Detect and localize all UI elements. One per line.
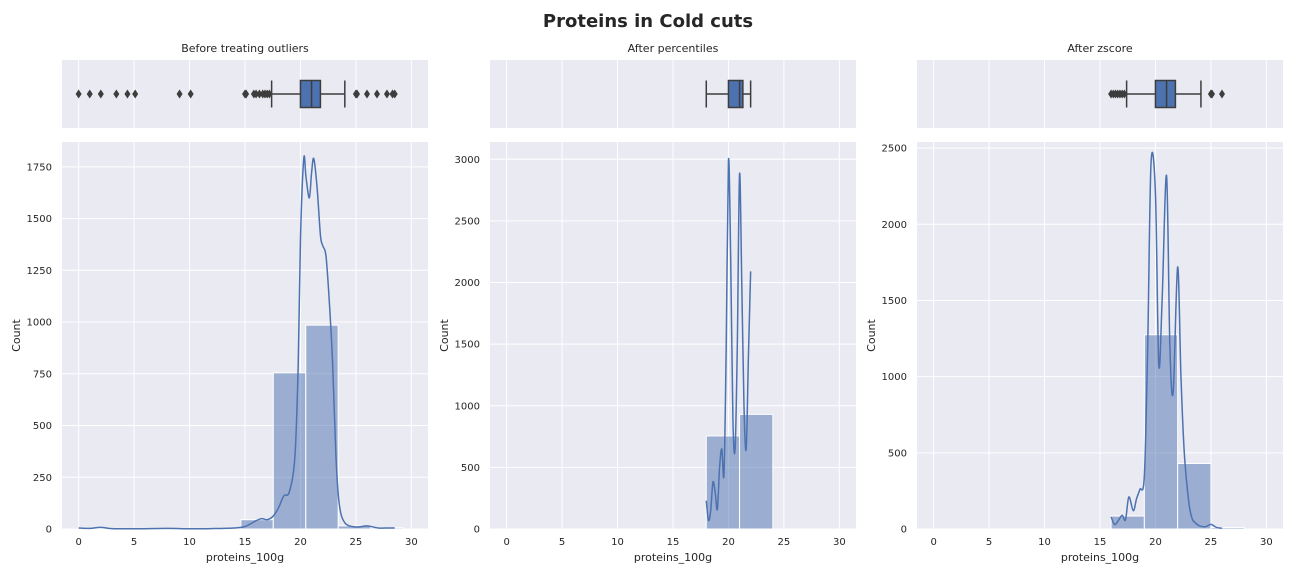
box-outlier (176, 89, 183, 99)
box-iqr (1154, 79, 1177, 109)
box-iqr (727, 79, 744, 109)
x-tick-label: 25 (1205, 537, 1218, 548)
y-tick-label: 1500 (27, 214, 52, 225)
x-tick-label: 15 (1094, 537, 1107, 548)
y-tick-label: 1500 (882, 296, 907, 307)
x-tick-label: 0 (503, 537, 509, 548)
x-tick-label: 30 (405, 537, 418, 548)
x-tick-label: 0 (930, 537, 936, 548)
chart-panel-1: Before treating outliers 0 5 10 15 20 25 30 0 250… (10, 42, 428, 564)
box-outlier (86, 89, 93, 99)
box-outlier (266, 89, 273, 99)
box-outlier (243, 89, 250, 99)
x-tick-label: 10 (1038, 537, 1051, 548)
y-tick-label: 3000 (455, 155, 480, 166)
x-tick-label: 20 (294, 537, 307, 548)
x-tick-label: 5 (986, 537, 992, 548)
subplot-title: After zscore (1067, 42, 1132, 55)
histogram-bar (1177, 462, 1212, 530)
kde-curve (78, 155, 395, 530)
x-tick-label: 15 (239, 537, 252, 548)
box-outlier (132, 89, 139, 99)
box-outlier (1121, 89, 1128, 99)
y-tick-label: 2000 (882, 220, 907, 231)
box-outlier (373, 89, 380, 99)
box-outlier (97, 89, 104, 99)
histogram-bar (1210, 526, 1245, 530)
x-tick-label: 5 (559, 537, 565, 548)
histogram-bar (305, 324, 339, 530)
y-tick-label: 250 (33, 473, 52, 484)
x-tick-label: 10 (183, 537, 196, 548)
chart-panel-2: After percentiles 0 5 10 15 20 25 30 0 500 1000 150… (438, 42, 856, 564)
box-outlier (364, 89, 370, 99)
subplot-title: Before treating outliers (181, 42, 309, 55)
box-outlier (256, 89, 263, 99)
x-axis-label: proteins_100g (634, 551, 712, 564)
figure-title: Proteins in Cold cuts (543, 11, 753, 32)
y-tick-label: 1000 (27, 318, 52, 329)
x-tick-label: 15 (667, 537, 680, 548)
box-iqr (299, 79, 322, 109)
y-tick-label: 1000 (882, 372, 907, 383)
box-outlier (391, 89, 398, 99)
x-axis-label: proteins_100g (1061, 551, 1139, 564)
y-tick-label: 0 (474, 525, 480, 536)
y-tick-label: 1250 (27, 266, 52, 277)
y-tick-label: 500 (461, 463, 480, 474)
box-outlier (354, 89, 361, 99)
histogram-bar (1143, 334, 1179, 530)
y-tick-label: 2000 (455, 278, 480, 289)
y-tick-label: 1750 (27, 162, 52, 173)
chart-panel-3: After zscore 0 5 10 15 20 25 30 0 500 1000 1500 2000… (865, 42, 1283, 564)
y-tick-label: 500 (33, 421, 52, 432)
x-tick-label: 25 (350, 537, 363, 548)
x-tick-label: 30 (833, 537, 846, 548)
histogram-bar (272, 372, 307, 530)
box-outlier (383, 89, 390, 99)
x-tick-label: 20 (722, 537, 735, 548)
x-tick-label: 5 (131, 537, 137, 548)
x-tick-label: 10 (611, 537, 624, 548)
y-axis-label: Count (10, 318, 23, 351)
x-tick-label: 0 (75, 537, 81, 548)
y-tick-label: 0 (46, 525, 52, 536)
y-tick-label: 750 (33, 369, 52, 380)
subplot-title: After percentiles (628, 42, 719, 55)
kde-curve (705, 157, 752, 522)
x-tick-label: 20 (1149, 537, 1162, 548)
y-tick-label: 1500 (455, 340, 480, 351)
y-tick-label: 2500 (882, 144, 907, 155)
box-outlier (124, 89, 131, 99)
histogram-bar (240, 519, 274, 530)
box-outlier (113, 89, 120, 99)
box-outlier (1209, 89, 1216, 99)
x-tick-label: 30 (1260, 537, 1273, 548)
y-tick-label: 2500 (455, 216, 480, 227)
box-outlier (75, 89, 82, 99)
x-tick-label: 25 (778, 537, 791, 548)
y-axis-label: Count (438, 318, 451, 351)
x-axis-label: proteins_100g (206, 551, 284, 564)
y-tick-label: 1000 (455, 401, 480, 412)
box-outlier (253, 89, 260, 99)
box-outlier (1219, 89, 1225, 99)
y-axis-label: Count (865, 318, 878, 351)
y-tick-label: 0 (901, 525, 907, 536)
y-tick-label: 500 (888, 448, 907, 459)
kde-curve (1110, 151, 1223, 529)
box-outlier (187, 89, 194, 99)
